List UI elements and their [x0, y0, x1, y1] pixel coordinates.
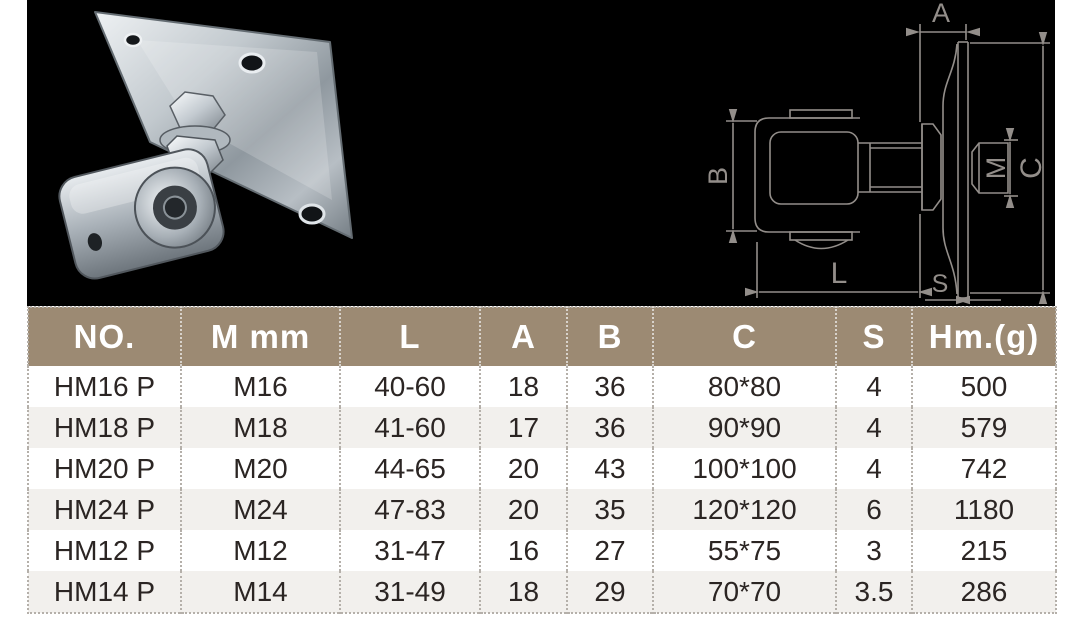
drawing-bracket: [754, 117, 860, 233]
table-cell: 41-60: [339, 407, 480, 448]
table-cell: 47-83: [339, 489, 480, 530]
table-cell: 6: [835, 489, 912, 530]
table-cell: 4: [835, 448, 912, 489]
panel-graphics: A B M C: [58, 0, 1050, 305]
table-row: HM18 P M18 41-60 17 36 90*90 4 579: [28, 407, 1056, 448]
table-cell: 500: [911, 366, 1056, 407]
table-cell: 742: [911, 448, 1056, 489]
photo-bracket: [58, 148, 225, 280]
table-cell: 43: [566, 448, 653, 489]
table-cell: 286: [911, 571, 1056, 613]
svg-text:S: S: [932, 270, 949, 298]
table-cell: M14: [180, 571, 340, 613]
table-cell: HM18 P: [53, 411, 156, 443]
table-cell: 120*120: [652, 489, 836, 530]
svg-text:A: A: [932, 0, 950, 28]
table-cell: 3.5: [835, 571, 912, 613]
column-header: A: [479, 307, 567, 366]
table-cell: HM24 P: [53, 493, 156, 525]
table-cell: 31-47: [339, 530, 480, 571]
table-cell: 100*100: [652, 448, 836, 489]
table-cell: 44-65: [339, 448, 480, 489]
bracket-side-hole-icon: [87, 233, 103, 251]
table-cell: 31-49: [339, 571, 480, 613]
table-cell: 17: [479, 407, 567, 448]
table-cell: 55*75: [652, 530, 836, 571]
table-cell: HM20 P: [53, 452, 156, 484]
dimension-L: L: [745, 214, 932, 298]
drawing-shaft: [858, 142, 922, 193]
dimension-C: C: [970, 32, 1050, 304]
column-header: S: [835, 307, 912, 366]
column-header: C: [652, 307, 836, 366]
column-header: L: [339, 307, 480, 366]
table-cell: 4: [835, 407, 912, 448]
table-cell: 1180: [911, 489, 1056, 530]
table-cell: 35: [566, 489, 653, 530]
svg-text:L: L: [831, 257, 848, 290]
drawing-plate: [957, 41, 969, 299]
table-cell: 20: [479, 489, 567, 530]
plate-hole-icon: [298, 203, 326, 225]
dimension-B: B: [703, 108, 757, 243]
table-row: HM12 P M12 31-47 16 27 55*75 3 215: [28, 530, 1056, 571]
table-cell: 27: [566, 530, 653, 571]
column-header: NO.: [28, 307, 181, 366]
pivot-screw-icon: [162, 195, 187, 220]
table-cell: 70*70: [652, 571, 836, 613]
product-photo: [58, 11, 353, 280]
table-cell: 29: [566, 571, 653, 613]
table-cell: 16: [479, 530, 567, 571]
table-cell: 36: [566, 407, 653, 448]
table-cell: HM16 P: [53, 370, 156, 402]
table-cell: M24: [180, 489, 340, 530]
column-header: M mm: [180, 307, 340, 366]
plate-hole-icon: [123, 32, 143, 48]
table-cell: 36: [566, 366, 653, 407]
table-cell: 18: [479, 366, 567, 407]
table-cell: 80*80: [652, 366, 836, 407]
column-header: Hm.(g): [911, 307, 1056, 366]
table-cell: HM14 P: [53, 575, 156, 607]
product-panel: A B M C: [27, 0, 1055, 306]
table-header-row: NO. M mm L A B C S Hm.(g): [28, 307, 1056, 366]
spec-table: NO. M mm L A B C S Hm.(g) HM16 P M16 40-60 18 36 80*…: [27, 306, 1057, 614]
drawing-leaf-curve: [942, 43, 958, 295]
table-cell: 18: [479, 571, 567, 613]
table-cell: 4: [835, 366, 912, 407]
table-row: HM16 P M16 40-60 18 36 80*80 4 500: [28, 366, 1056, 407]
drawing-washer: [921, 123, 942, 211]
table-cell: M20: [180, 448, 340, 489]
table-row: HM20 P M20 44-65 20 43 100*100 4 742: [28, 448, 1056, 489]
table-cell: 3: [835, 530, 912, 571]
plate-hole-icon: [238, 52, 266, 74]
dimension-M: M: [981, 128, 1018, 208]
table-cell: 579: [911, 407, 1056, 448]
drawing-bracket-body: [769, 131, 859, 205]
table-row: HM24 P M24 47-83 20 35 120*120 6 1180: [28, 489, 1056, 530]
table-cell: M16: [180, 366, 340, 407]
table-row: HM14 P M14 31-49 18 29 70*70 3.5 286: [28, 571, 1056, 613]
dimension-S: S: [925, 270, 1001, 305]
table-cell: M18: [180, 407, 340, 448]
technical-drawing: A B M C: [703, 0, 1050, 305]
photo-plate: [94, 11, 353, 239]
table-cell: 20: [479, 448, 567, 489]
dimension-A: A: [906, 0, 980, 122]
table-cell: 40-60: [339, 366, 480, 407]
svg-text:C: C: [1015, 157, 1048, 179]
table-cell: 90*90: [652, 407, 836, 448]
column-header: B: [566, 307, 653, 366]
table-cell: 215: [911, 530, 1056, 571]
table-cell: HM12 P: [53, 534, 156, 566]
spec-table-section: NO. M mm L A B C S Hm.(g) HM16 P M16 40-60 18 36 80*…: [27, 306, 1057, 614]
svg-text:B: B: [703, 167, 733, 185]
table-cell: M12: [180, 530, 340, 571]
svg-text:M: M: [981, 157, 1011, 180]
